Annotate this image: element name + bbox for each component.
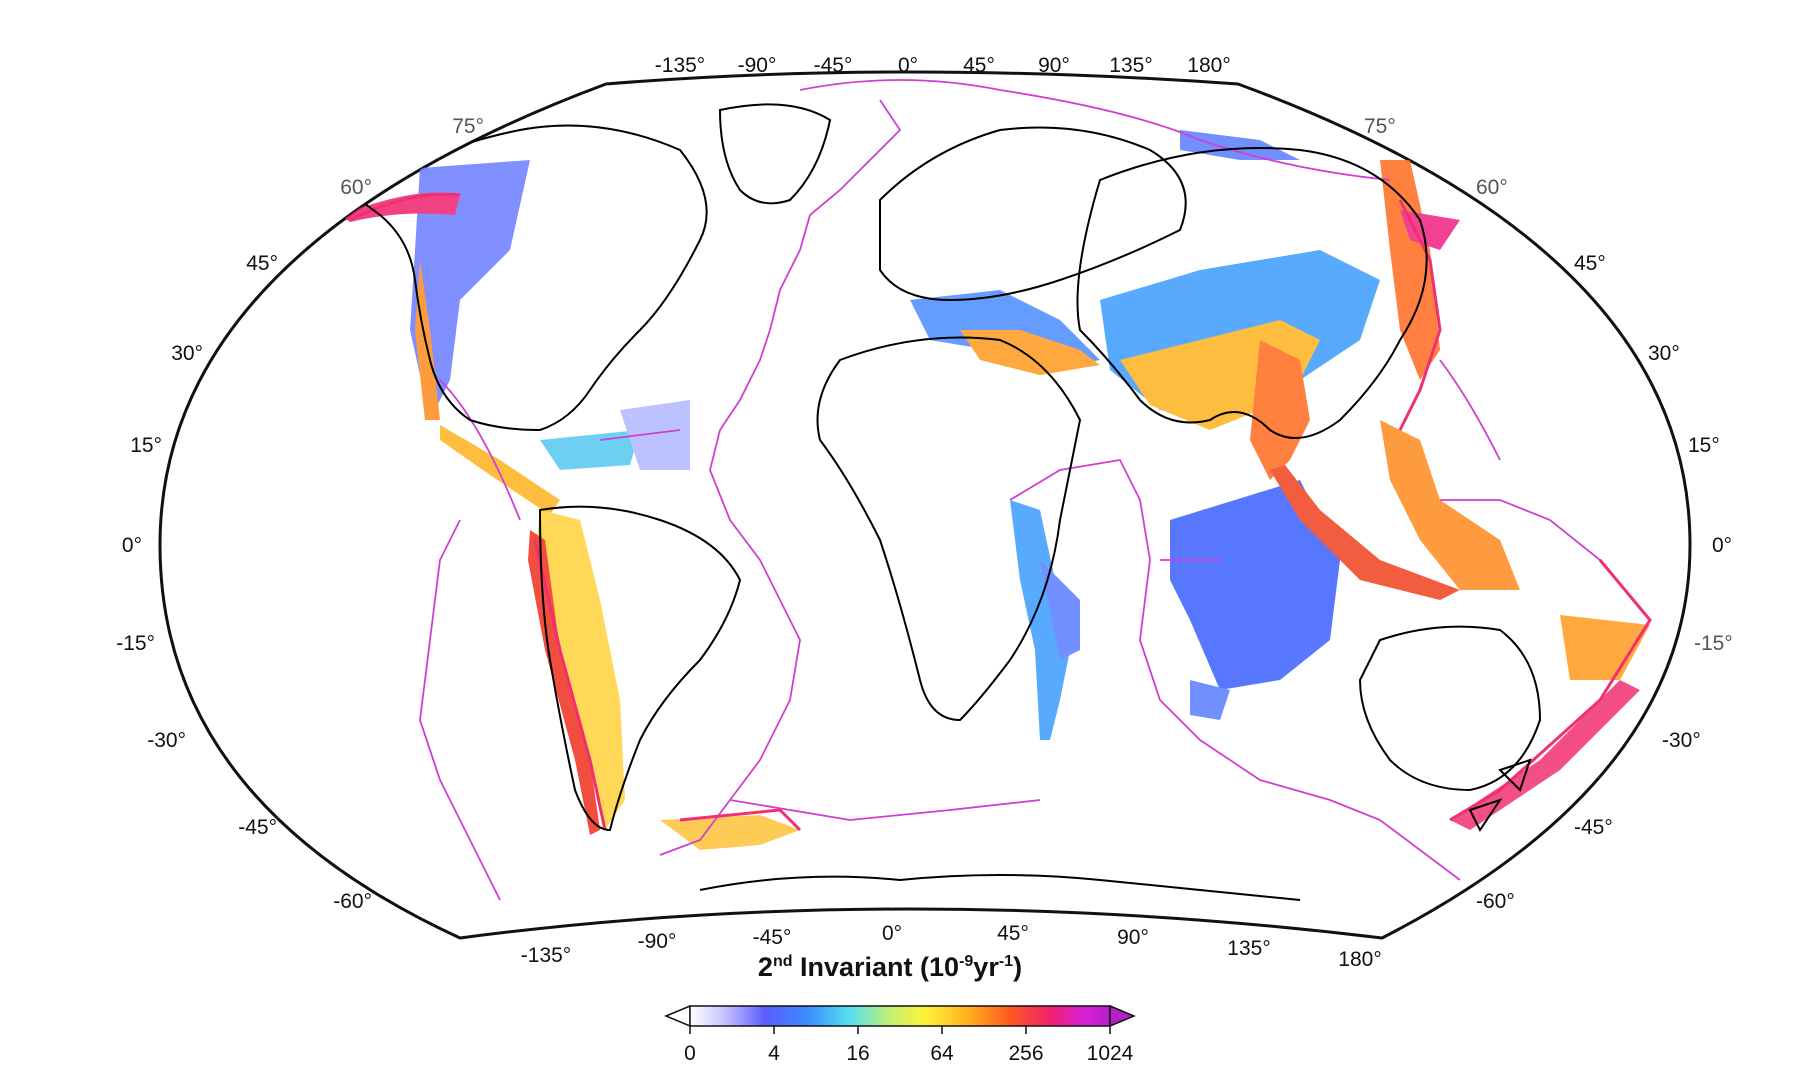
title-exponent-2: -1 bbox=[998, 953, 1014, 970]
colorbar-tick-label: 16 bbox=[846, 1042, 869, 1065]
right-lat-label: -30° bbox=[1662, 729, 1701, 752]
left-lat-label: 30° bbox=[171, 342, 203, 365]
bottom-longitude-labels: -135° -90° -45° 0° 45° 90° 135° 180° bbox=[521, 922, 1382, 971]
left-lat-label: -60° bbox=[333, 890, 372, 913]
left-lat-label: 75° bbox=[452, 115, 484, 138]
north-america-coast bbox=[358, 124, 708, 432]
colorbar-title: 2nd Invariant (10-9yr-1) bbox=[560, 952, 1220, 983]
plate-boundaries bbox=[419, 79, 1651, 901]
right-lat-label: 30° bbox=[1648, 342, 1680, 365]
top-lon-label: 0° bbox=[898, 54, 918, 77]
title-end: ) bbox=[1013, 952, 1023, 982]
right-lat-label: 60° bbox=[1476, 176, 1508, 199]
bottom-lon-label: 0° bbox=[882, 922, 902, 945]
left-latitude-labels: 75° 60° 45° 30° 15° 0° -15° -30° -45° -6… bbox=[116, 115, 484, 913]
top-lon-label: 90° bbox=[1038, 54, 1070, 77]
colorbar-tick-label: 256 bbox=[1008, 1042, 1043, 1065]
left-lat-label: 15° bbox=[130, 434, 162, 457]
colorbar-tick-label: 64 bbox=[930, 1042, 954, 1065]
left-lat-label: 60° bbox=[340, 176, 372, 199]
africa-coast bbox=[816, 336, 1082, 722]
title-ordinal: 2 bbox=[757, 952, 773, 982]
left-lat-label: 0° bbox=[122, 534, 142, 557]
colorbar-ramp bbox=[689, 1005, 1111, 1027]
title-unit: yr bbox=[973, 952, 999, 982]
colorbar-tick-label: 0 bbox=[684, 1042, 696, 1065]
right-lat-label: -15° bbox=[1694, 632, 1733, 655]
colorbar: 0 4 16 64 256 1024 bbox=[664, 1004, 1136, 1065]
bottom-lon-label: -45° bbox=[753, 926, 792, 949]
top-lon-label: 135° bbox=[1109, 54, 1152, 77]
left-lat-label: 45° bbox=[246, 252, 278, 275]
top-lon-label: -135° bbox=[655, 54, 705, 77]
colorbar-tick-label: 4 bbox=[768, 1042, 780, 1065]
right-latitude-labels: 75° 60° 45° 30° 15° 0° -15° -30° -45° -6… bbox=[1364, 115, 1733, 913]
right-lat-label: 45° bbox=[1574, 252, 1606, 275]
bottom-lon-label: -90° bbox=[638, 930, 677, 953]
right-lat-label: -60° bbox=[1476, 890, 1515, 913]
top-longitude-labels: -135° -90° -45° 0° 45° 90° 135° 180° bbox=[655, 54, 1231, 77]
top-lon-label: 45° bbox=[963, 54, 995, 77]
title-main: Invariant (10 bbox=[792, 952, 960, 982]
bottom-lon-label: 90° bbox=[1117, 926, 1149, 949]
coastlines bbox=[358, 103, 1542, 901]
title-ordinal-suffix: nd bbox=[772, 953, 793, 970]
asia-coast bbox=[1076, 147, 1428, 439]
bottom-lon-label: 45° bbox=[997, 922, 1029, 945]
bottom-lon-label: -135° bbox=[521, 944, 571, 967]
colorbar-max-arrow bbox=[1109, 1004, 1136, 1028]
right-lat-label: -45° bbox=[1574, 816, 1613, 839]
top-lon-label: -90° bbox=[738, 54, 777, 77]
australia-coast bbox=[1358, 625, 1542, 792]
left-lat-label: -30° bbox=[147, 729, 186, 752]
bottom-lon-label: 180° bbox=[1338, 948, 1381, 971]
europe-coast bbox=[879, 126, 1187, 302]
title-exponent-1: -9 bbox=[959, 953, 974, 970]
colorbar-min-arrow bbox=[664, 1004, 691, 1028]
colorbar-tick-label: 1024 bbox=[1087, 1042, 1134, 1065]
left-lat-label: -45° bbox=[238, 816, 277, 839]
right-lat-label: 75° bbox=[1364, 115, 1396, 138]
greenland-coast bbox=[718, 103, 832, 205]
top-lon-label: 180° bbox=[1187, 54, 1230, 77]
right-lat-label: 15° bbox=[1688, 434, 1720, 457]
left-lat-label: -15° bbox=[116, 632, 155, 655]
subduction-margins bbox=[349, 192, 1652, 832]
new-zealand-coast bbox=[1468, 758, 1532, 832]
south-america-coast bbox=[538, 505, 742, 832]
right-lat-label: 0° bbox=[1712, 534, 1732, 557]
antarctica-coast bbox=[699, 874, 1301, 901]
top-lon-label: -45° bbox=[814, 54, 853, 77]
bottom-lon-label: 135° bbox=[1227, 937, 1270, 960]
